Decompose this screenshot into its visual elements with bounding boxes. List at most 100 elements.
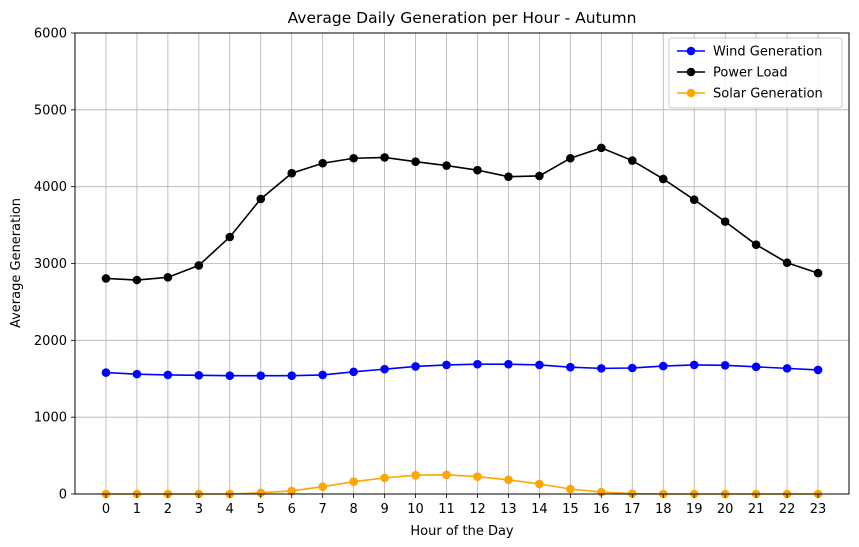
data-point-power-load — [380, 153, 389, 162]
x-tick-label: 10 — [407, 502, 424, 517]
data-point-power-load — [813, 268, 823, 278]
data-point-wind-generation — [442, 360, 451, 370]
x-tick-label: 11 — [438, 502, 455, 517]
data-point-power-load — [287, 168, 297, 178]
y-tick-label: 5000 — [34, 103, 67, 118]
x-tick-label: 0 — [102, 502, 110, 517]
legend-label: Power Load — [713, 66, 788, 81]
data-point-solar-generation — [442, 470, 451, 480]
data-point-solar-generation — [349, 477, 358, 487]
legend-marker — [686, 67, 696, 77]
data-point-solar-generation — [380, 473, 389, 483]
data-point-power-load — [256, 194, 266, 204]
data-point-power-load — [163, 273, 173, 282]
legend-marker — [686, 46, 696, 56]
data-point-solar-generation — [256, 488, 266, 498]
series-line-wind-generation — [105, 363, 819, 377]
data-point-wind-generation — [504, 359, 513, 369]
legend-label: Solar Generation — [713, 87, 823, 102]
data-point-wind-generation — [813, 365, 823, 375]
x-tick-label: 22 — [779, 502, 796, 517]
data-point-power-load — [225, 232, 235, 242]
x-axis-label: Hour of the Day — [410, 524, 514, 539]
x-tick-label: 21 — [748, 502, 765, 517]
data-point-wind-generation — [658, 361, 668, 371]
x-tick-label: 9 — [380, 502, 388, 517]
legend: Wind Generation Power Load Solar Generatio… — [668, 37, 843, 109]
data-point-wind-generation — [349, 367, 358, 377]
data-point-power-load — [566, 153, 575, 163]
x-tick-label: 3 — [195, 502, 203, 517]
data-point-wind-generation — [380, 364, 389, 374]
data-point-solar-generation — [535, 479, 544, 489]
y-tick-label: 6000 — [34, 27, 67, 42]
x-tick-label: 18 — [655, 502, 672, 517]
data-point-wind-generation — [627, 363, 637, 373]
x-tick-label: 19 — [686, 502, 703, 517]
x-tick-label: 8 — [349, 502, 357, 517]
y-axis-label: Average Generation — [9, 198, 24, 328]
data-point-power-load — [535, 171, 544, 181]
series-wind-generation — [101, 359, 823, 380]
y-tick-label: 0 — [59, 488, 67, 503]
data-point-power-load — [782, 258, 792, 268]
data-point-power-load — [349, 153, 358, 163]
data-point-power-load — [689, 195, 699, 205]
data-point-wind-generation — [473, 359, 482, 369]
data-point-wind-generation — [720, 361, 730, 370]
legend-item-wind-generation: Wind Generation — [677, 45, 822, 60]
data-point-power-load — [658, 174, 668, 184]
legend-label: Wind Generation — [713, 45, 822, 60]
x-tick-label: 12 — [469, 502, 486, 517]
data-point-wind-generation — [163, 370, 173, 380]
legend-marker — [686, 88, 696, 98]
y-tick-label: 2000 — [34, 334, 67, 349]
x-tick-label: 20 — [717, 502, 734, 517]
data-point-solar-generation — [473, 472, 482, 482]
data-point-solar-generation — [566, 484, 575, 494]
data-point-wind-generation — [194, 370, 204, 380]
data-point-wind-generation — [535, 360, 544, 370]
data-point-power-load — [751, 240, 761, 249]
data-point-power-load — [442, 161, 451, 170]
data-point-power-load — [194, 261, 204, 270]
x-tick-label: 5 — [257, 502, 265, 517]
data-point-power-load — [473, 165, 482, 175]
data-point-wind-generation — [566, 362, 575, 372]
series-layer — [101, 143, 823, 499]
data-point-power-load — [504, 172, 513, 181]
data-point-power-load — [132, 275, 142, 285]
data-point-solar-generation — [411, 470, 420, 480]
x-tick-label: 7 — [319, 502, 327, 517]
series-line-solar-generation — [105, 473, 819, 495]
x-tick-label: 4 — [226, 502, 234, 517]
data-point-wind-generation — [287, 371, 297, 380]
x-tick-label: 17 — [624, 502, 641, 517]
x-tick-label: 1 — [133, 502, 141, 517]
data-point-wind-generation — [411, 362, 420, 371]
data-point-wind-generation — [101, 368, 111, 377]
data-point-wind-generation — [689, 360, 699, 370]
series-line-power-load — [105, 147, 819, 281]
data-point-power-load — [318, 158, 327, 168]
legend-item-solar-generation: Solar Generation — [677, 87, 823, 102]
legend-box — [668, 37, 843, 109]
y-axis: 0 1000 2000 3000 4000 5000 6000 — [34, 27, 75, 503]
x-tick-label: 16 — [593, 502, 610, 517]
x-tick-label: 6 — [288, 502, 296, 517]
chart-title: Average Daily Generation per Hour - Autu… — [288, 9, 637, 27]
x-tick-label: 14 — [531, 502, 548, 517]
x-axis: 0 1 2 3 4 5 6 7 8 9 10 11 12 13 14 15 16 17 18 19 20 21 22 23 — [102, 494, 826, 517]
data-point-wind-generation — [132, 369, 142, 379]
data-point-power-load — [101, 274, 111, 283]
y-tick-label: 3000 — [34, 257, 67, 272]
data-point-wind-generation — [225, 371, 235, 380]
data-point-power-load — [627, 156, 637, 165]
data-point-power-load — [720, 217, 730, 226]
data-point-wind-generation — [256, 371, 266, 380]
series-power-load — [101, 143, 823, 285]
x-tick-label: 15 — [562, 502, 579, 517]
y-tick-label: 4000 — [34, 180, 67, 195]
data-point-wind-generation — [597, 364, 606, 373]
